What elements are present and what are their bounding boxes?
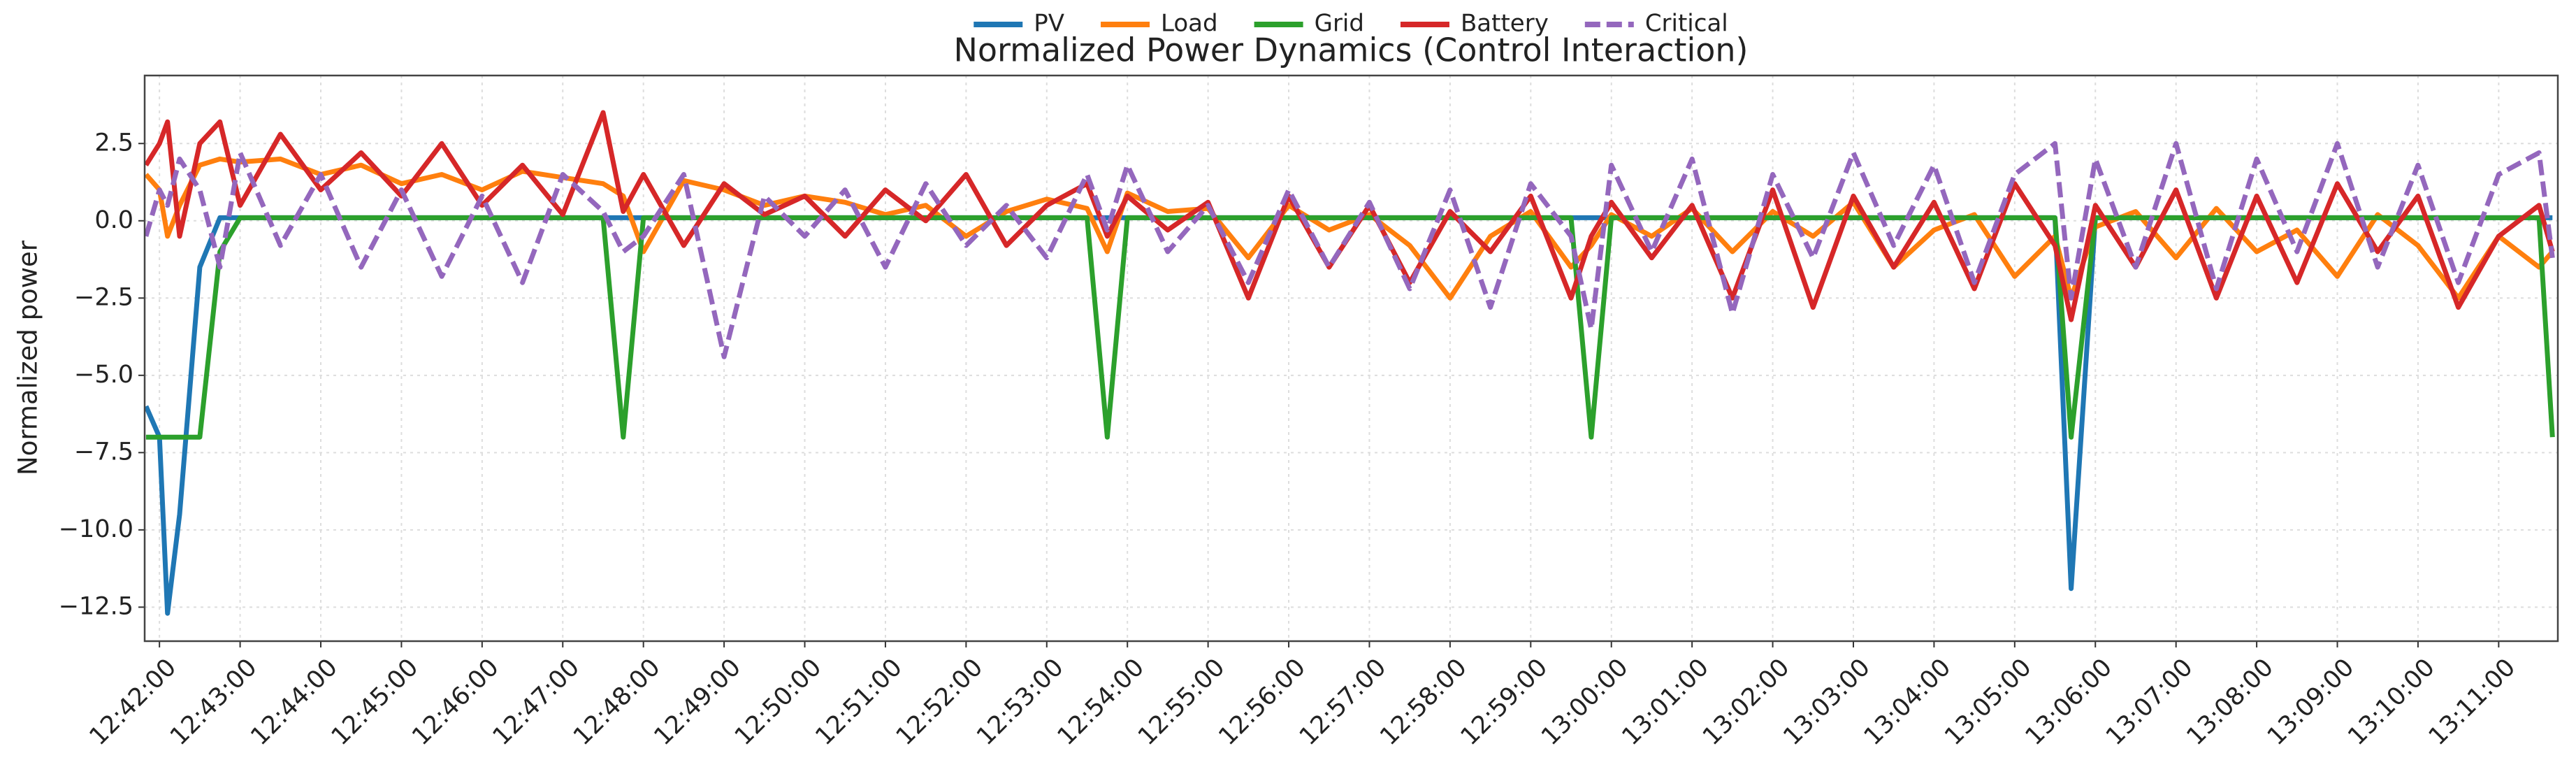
series-line xyxy=(145,215,2555,440)
x-tick-label: 13:07:00 xyxy=(2101,654,2198,751)
plot-frame xyxy=(143,74,2559,643)
x-tick-label: 13:06:00 xyxy=(2020,654,2118,751)
x-tick-label: 13:00:00 xyxy=(1536,654,1633,751)
x-tick-label: 13:01:00 xyxy=(1617,654,1714,751)
x-tick-label: 12:51:00 xyxy=(810,654,907,751)
legend: PV Load Grid Battery Critical xyxy=(974,10,1728,38)
x-tick-label: 13:04:00 xyxy=(1859,654,1956,751)
x-tick-label: 12:49:00 xyxy=(649,654,746,751)
x-tick-label: 12:42:00 xyxy=(85,654,182,751)
x-tick-label: 12:56:00 xyxy=(1214,654,1311,751)
y-tick-label: 0.0 xyxy=(94,206,133,234)
legend-label: PV xyxy=(1034,10,1064,38)
x-tick-label: 12:53:00 xyxy=(971,654,1069,751)
y-tick-label: −2.5 xyxy=(74,283,133,311)
legend-label: Critical xyxy=(1645,10,1728,38)
x-tick-label: 13:03:00 xyxy=(1778,654,1875,751)
x-tick-label: 12:48:00 xyxy=(568,654,665,751)
x-tick-label: 12:44:00 xyxy=(245,654,342,751)
x-tick-label: 12:52:00 xyxy=(891,654,988,751)
x-tick-label: 13:11:00 xyxy=(2424,654,2521,751)
x-tick-label: 13:05:00 xyxy=(1939,654,2036,751)
x-tick-label: 12:54:00 xyxy=(1052,654,1150,751)
legend-label: Grid xyxy=(1315,10,1364,38)
x-tick-label: 12:59:00 xyxy=(1456,654,1553,751)
x-tick-label: 12:55:00 xyxy=(1133,654,1230,751)
x-tick-label: 12:45:00 xyxy=(326,654,424,751)
x-tick-label: 12:43:00 xyxy=(165,654,262,751)
series-line xyxy=(145,215,2553,616)
legend-label: Battery xyxy=(1461,10,1549,38)
x-tick-label: 13:02:00 xyxy=(1698,654,1795,751)
x-tick-label: 12:47:00 xyxy=(488,654,585,751)
x-tick-label: 13:08:00 xyxy=(2182,654,2279,751)
x-tick-label: 13:10:00 xyxy=(2343,654,2440,751)
plot-lines xyxy=(145,110,2555,616)
y-tick-label: −5.0 xyxy=(74,361,133,389)
y-tick-label: −12.5 xyxy=(59,592,133,620)
x-tick-label: 13:09:00 xyxy=(2262,654,2359,751)
y-tick-label: −7.5 xyxy=(74,438,133,466)
legend-label: Load xyxy=(1161,10,1218,38)
y-axis-label: Normalized power xyxy=(13,240,43,475)
series-line xyxy=(145,110,2555,322)
x-tick-label: 12:46:00 xyxy=(407,654,504,751)
x-tick-label: 12:57:00 xyxy=(1294,654,1391,751)
series-line xyxy=(145,141,2555,359)
x-tick-label: 12:50:00 xyxy=(730,654,827,751)
y-tick-label: −10.0 xyxy=(59,515,133,543)
chart-title: Normalized Power Dynamics (Control Inter… xyxy=(954,31,1749,69)
y-tick-label: 2.5 xyxy=(94,129,133,157)
x-tick-label: 12:58:00 xyxy=(1375,654,1472,751)
